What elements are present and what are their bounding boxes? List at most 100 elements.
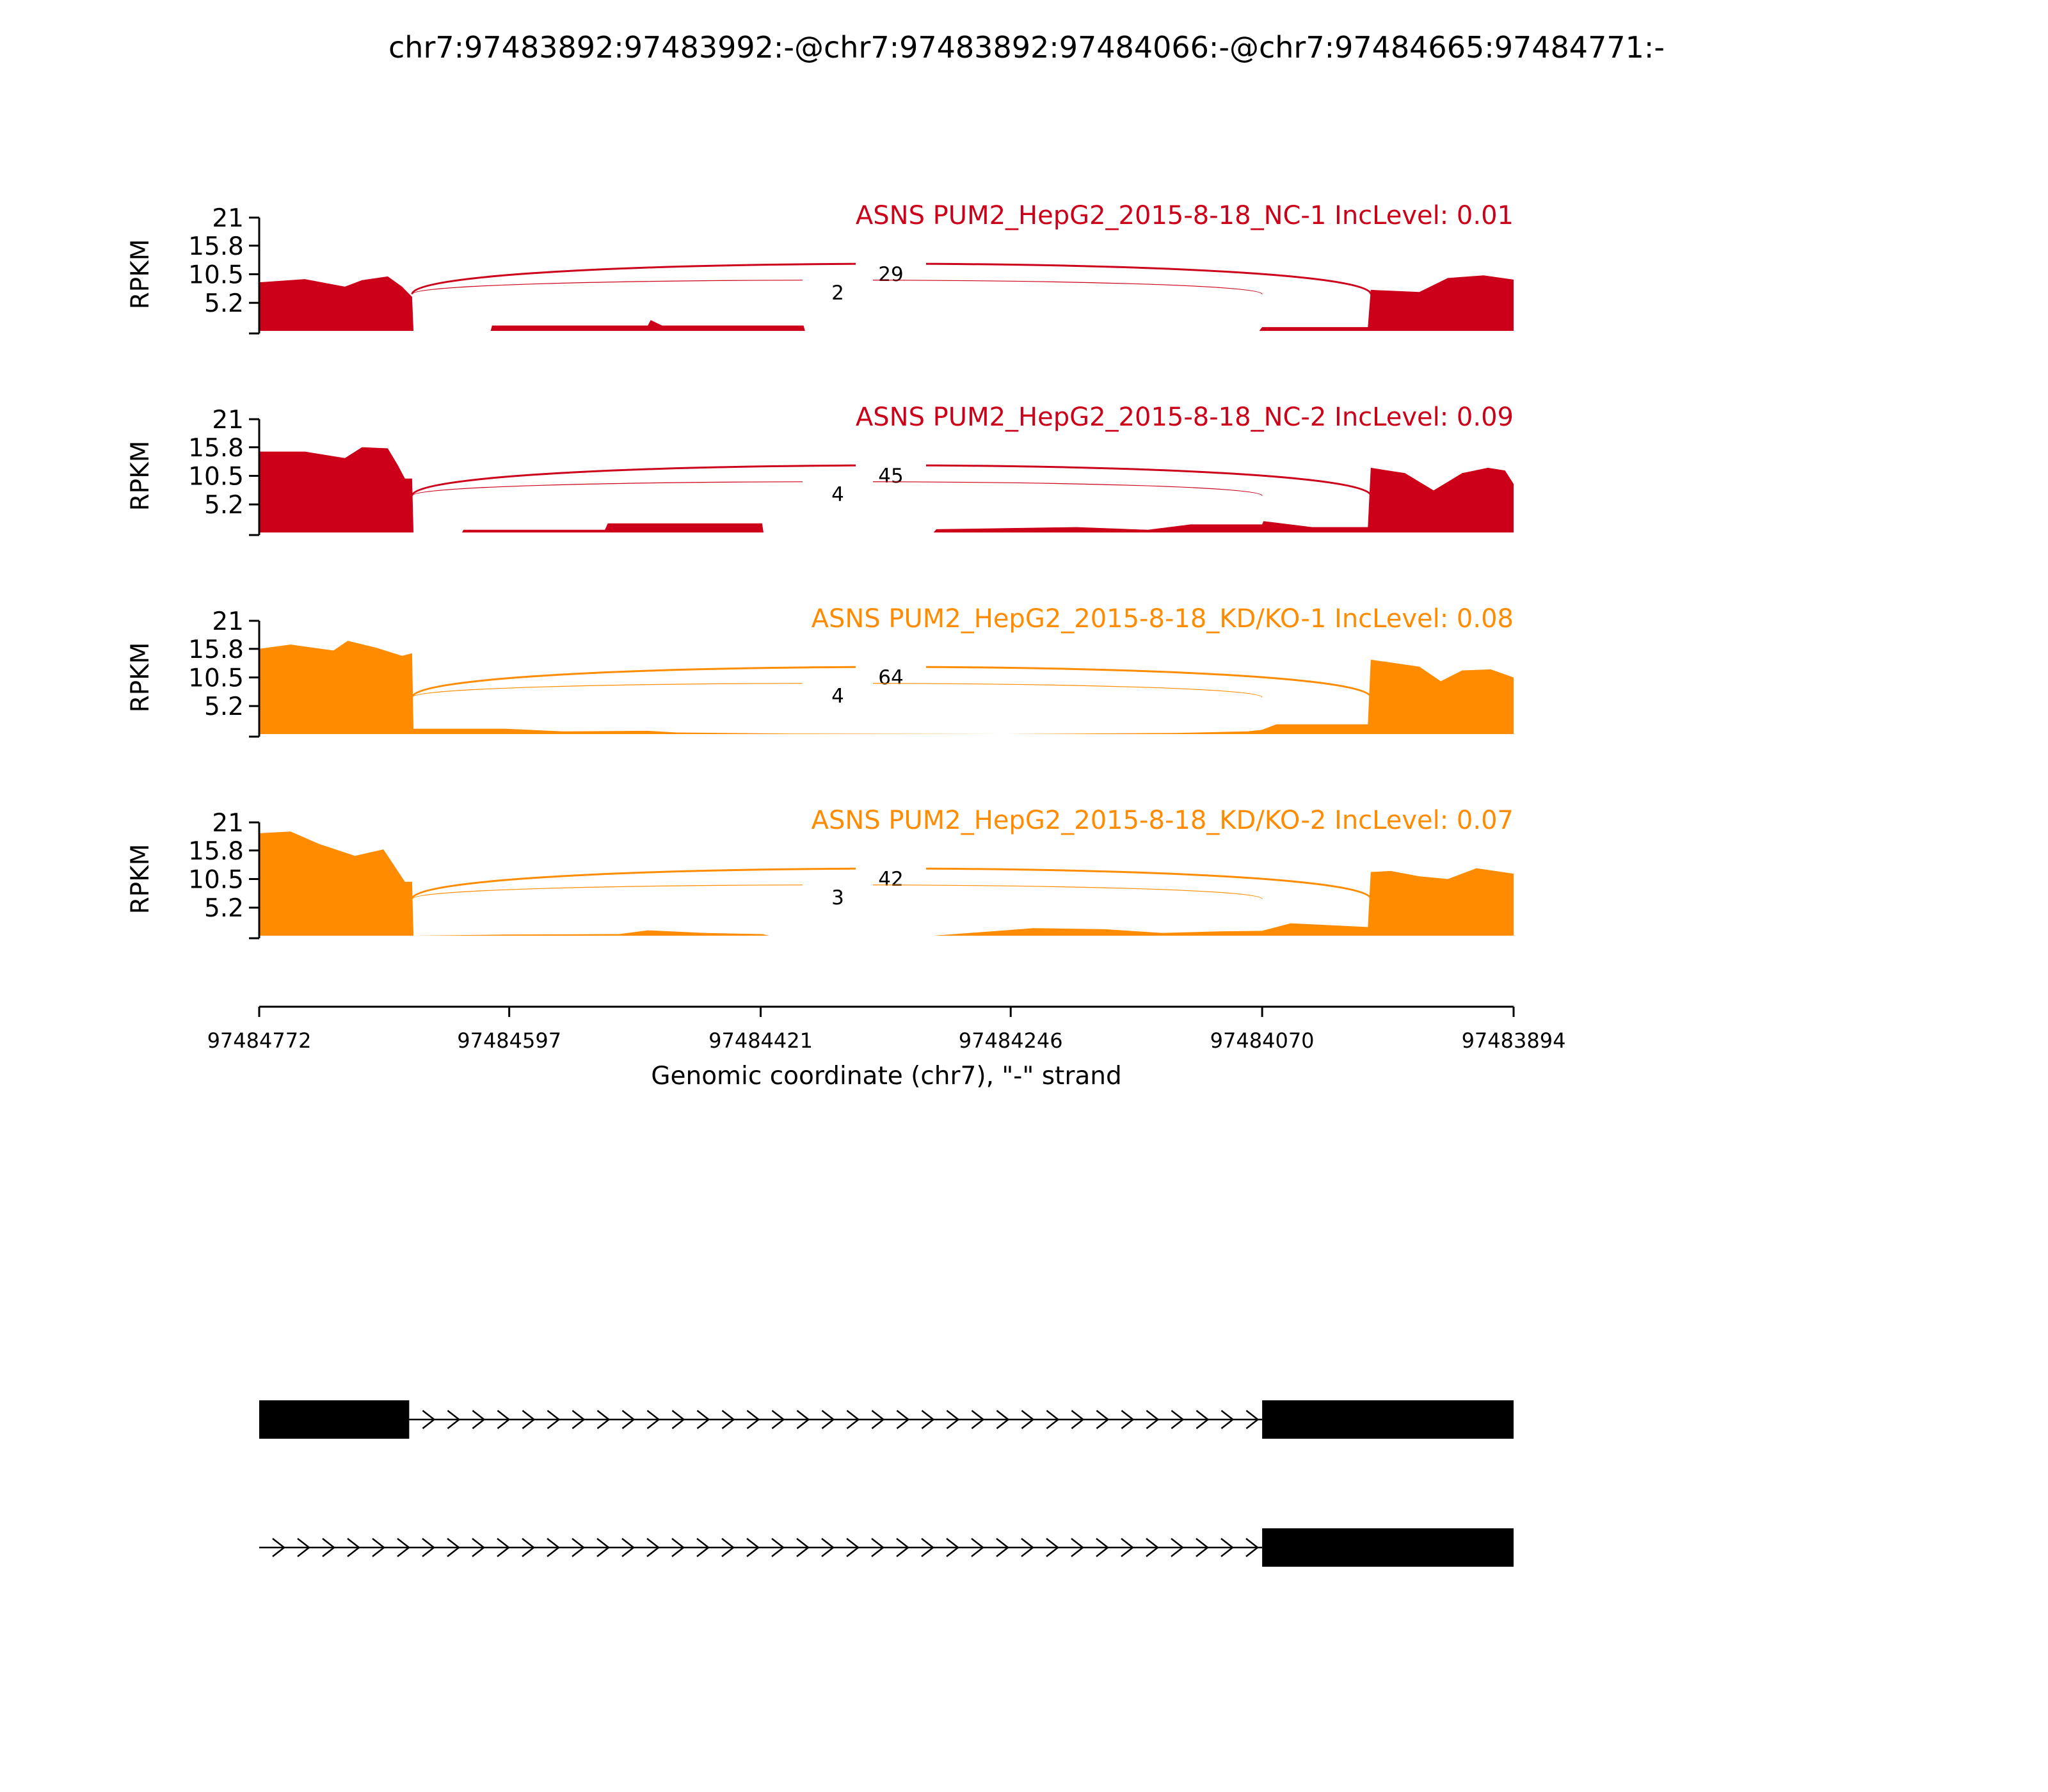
junction-count-label: 4: [831, 685, 844, 708]
strand-arrow: [422, 1410, 436, 1429]
y-tick-label: 21: [212, 607, 244, 636]
strand-arrow: [397, 1538, 411, 1557]
strand-arrow: [572, 1410, 586, 1429]
y-tick-label: 21: [212, 406, 244, 435]
isoform-track: [259, 1400, 1514, 1567]
y-tick-label: 15.8: [188, 232, 244, 261]
strand-arrow: [547, 1538, 561, 1557]
strand-arrow: [671, 1410, 685, 1429]
junction-count-label: 64: [878, 666, 903, 689]
y-tick-label: 15.8: [188, 636, 244, 664]
strand-arrow: [1171, 1410, 1185, 1429]
strand-arrow: [447, 1410, 461, 1429]
strand-arrow: [746, 1410, 760, 1429]
strand-arrow: [522, 1538, 536, 1557]
strand-arrow: [1046, 1410, 1060, 1429]
strand-arrow: [971, 1538, 985, 1557]
strand-arrow: [1021, 1410, 1035, 1429]
strand-arrow: [921, 1410, 935, 1429]
strand-arrow: [1196, 1538, 1210, 1557]
y-axis-label: RPKM: [126, 441, 155, 511]
y-tick-label: 21: [212, 809, 244, 838]
y-tick-label: 5.2: [204, 894, 244, 923]
isoform-1: [259, 1400, 1514, 1439]
strand-arrow: [472, 1538, 486, 1557]
y-tick-label: 5.2: [204, 289, 244, 318]
strand-arrow: [497, 1410, 511, 1429]
sample-label: ASNS PUM2_HepG2_2015-8-18_NC-1 IncLevel:…: [856, 201, 1514, 230]
isoform-2: [259, 1528, 1514, 1567]
strand-arrow: [372, 1538, 386, 1557]
strand-arrow: [646, 1538, 660, 1557]
strand-arrow: [996, 1538, 1010, 1557]
strand-arrow: [621, 1538, 636, 1557]
strand-arrow: [1046, 1538, 1060, 1557]
y-tick-label: 5.2: [204, 692, 244, 721]
strand-arrow: [721, 1410, 735, 1429]
strand-arrow: [547, 1410, 561, 1429]
strand-arrow: [871, 1538, 885, 1557]
y-tick-label: 10.5: [188, 261, 244, 290]
strand-arrow: [621, 1410, 636, 1429]
strand-arrow: [821, 1538, 835, 1557]
chart-title: chr7:97483892:97483992:-@chr7:97483892:9…: [388, 30, 1665, 65]
strand-arrow: [1071, 1538, 1085, 1557]
strand-arrow: [946, 1538, 960, 1557]
y-tick-label: 5.2: [204, 491, 244, 520]
y-tick-label: 15.8: [188, 434, 244, 463]
junction-count-label: 3: [831, 886, 844, 909]
strand-arrow: [896, 1410, 910, 1429]
exon-block: [1262, 1528, 1514, 1567]
sample-label: ASNS PUM2_HepG2_2015-8-18_KD/KO-1 IncLev…: [812, 604, 1514, 634]
junction-label-bg: [803, 481, 873, 506]
strand-arrow: [1220, 1410, 1235, 1429]
strand-arrow: [746, 1538, 760, 1557]
strand-arrow: [646, 1410, 660, 1429]
strand-arrow: [846, 1538, 860, 1557]
strand-arrow: [946, 1410, 960, 1429]
strand-arrow: [596, 1410, 611, 1429]
strand-arrow: [971, 1410, 985, 1429]
y-tick-label: 21: [212, 204, 244, 233]
coverage-area: [259, 447, 1514, 532]
y-tick-label: 10.5: [188, 664, 244, 693]
x-axis-label: Genomic coordinate (chr7), "-" strand: [651, 1062, 1121, 1091]
strand-arrow: [422, 1538, 436, 1557]
strand-arrow: [322, 1538, 336, 1557]
strand-arrow: [921, 1538, 935, 1557]
strand-arrow: [846, 1410, 860, 1429]
junction-count-label: 42: [878, 868, 903, 891]
x-tick-label: 97484246: [959, 1028, 1063, 1053]
strand-arrow: [572, 1538, 586, 1557]
strand-arrow: [796, 1410, 810, 1429]
strand-arrow: [1146, 1410, 1160, 1429]
y-axis-label: RPKM: [126, 844, 155, 915]
strand-arrow: [1121, 1410, 1135, 1429]
junction-label-bg: [803, 280, 873, 304]
strand-arrow: [771, 1410, 785, 1429]
x-tick-label: 97484597: [457, 1028, 561, 1053]
strand-arrow: [721, 1538, 735, 1557]
x-tick-label: 97484421: [708, 1028, 813, 1053]
strand-arrow: [896, 1538, 910, 1557]
strand-arrow: [522, 1410, 536, 1429]
strand-arrow: [796, 1538, 810, 1557]
strand-arrow: [1245, 1538, 1260, 1557]
coverage-area: [259, 641, 1514, 734]
x-tick-label: 97484070: [1210, 1028, 1315, 1053]
strand-arrow: [1096, 1538, 1110, 1557]
strand-arrow: [871, 1410, 885, 1429]
strand-arrow: [696, 1538, 710, 1557]
strand-arrow: [497, 1538, 511, 1557]
strand-arrow: [1171, 1538, 1185, 1557]
strand-arrow: [771, 1538, 785, 1557]
x-tick-label: 97483894: [1462, 1028, 1566, 1053]
exon-block: [1262, 1400, 1514, 1439]
y-axis-label: RPKM: [126, 643, 155, 713]
strand-arrow: [1245, 1410, 1260, 1429]
sample-label: ASNS PUM2_HepG2_2015-8-18_KD/KO-2 IncLev…: [812, 806, 1514, 835]
